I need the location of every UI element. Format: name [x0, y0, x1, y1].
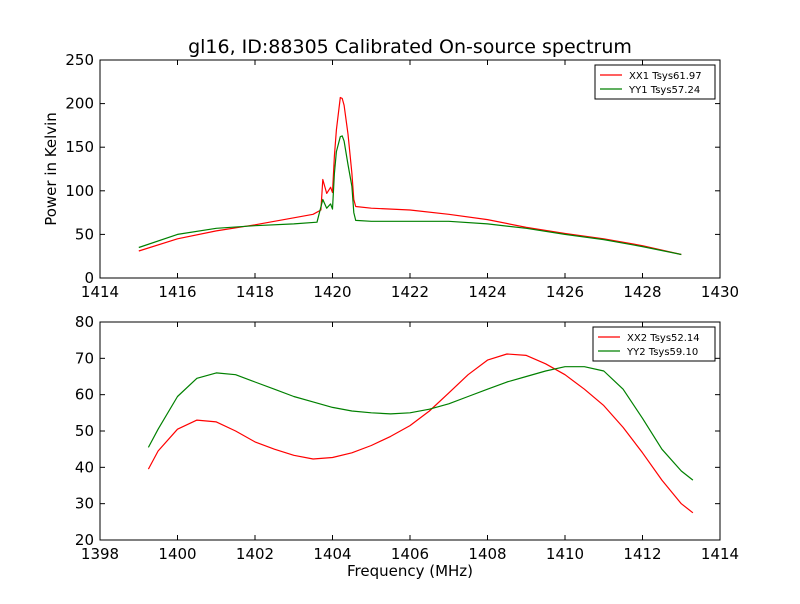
- y-tick-label: 50: [75, 422, 94, 440]
- y-tick-label: 70: [75, 349, 94, 367]
- y-tick-label: 60: [75, 386, 94, 404]
- top-panel: 1414 1416 1418 1420 1422 1424 1426 1428 1430 0 50 1…: [42, 51, 739, 301]
- y-tick-label: 250: [65, 51, 94, 69]
- legend: XX1 Tsys61.97 YY1 Tsys57.24: [594, 64, 716, 100]
- x-tick-label: 1424: [468, 283, 506, 301]
- x-tick-label: 1406: [391, 545, 429, 563]
- y-tick-label: 80: [75, 313, 94, 331]
- x-tick-label: 1418: [236, 283, 274, 301]
- legend-box: [592, 326, 716, 362]
- bottom-panel: 1398 1400 1402 1404 1406 1408 1410 1412 1414 20 30…: [75, 313, 739, 580]
- x-tick-label: 1398: [81, 545, 119, 563]
- legend-label: YY2 Tsys59.10: [626, 347, 698, 358]
- series-line-xx2: [147, 353, 694, 514]
- x-tick-label: 1400: [158, 545, 196, 563]
- y-tick-label: 0: [84, 269, 94, 287]
- x-tick-label: 1410: [546, 545, 584, 563]
- x-tick-label: 1422: [391, 283, 429, 301]
- series-line-yy1: [138, 135, 682, 256]
- x-tick-label: 1408: [468, 545, 506, 563]
- x-tick-label: 1428: [623, 283, 661, 301]
- y-tick-label: 20: [75, 531, 94, 549]
- y-tick-label: 40: [75, 458, 94, 476]
- x-tick-label: 1414: [701, 545, 739, 563]
- y-axis-label: Power in Kelvin: [42, 112, 60, 226]
- x-tick-label: 1430: [701, 283, 739, 301]
- y-tick-label: 30: [75, 495, 94, 513]
- figure-title: gl16, ID:88305 Calibrated On-source spec…: [188, 36, 632, 58]
- y-tick-label: 200: [65, 95, 94, 113]
- x-tick-label: 1404: [313, 545, 351, 563]
- series-line-xx1: [138, 96, 682, 256]
- x-tick-label: 1402: [236, 545, 274, 563]
- x-tick-label: 1426: [546, 283, 584, 301]
- y-tick-label: 100: [65, 182, 94, 200]
- legend-label: YY1 Tsys57.24: [628, 85, 700, 96]
- y-tick-label: 50: [75, 225, 94, 243]
- y-tick-label: 150: [65, 138, 94, 156]
- x-tick-label: 1416: [158, 283, 196, 301]
- legend-box: [594, 64, 716, 100]
- x-tick-label: 1420: [313, 283, 351, 301]
- legend: XX2 Tsys52.14 YY2 Tsys59.10: [592, 326, 716, 362]
- x-axis-label: Frequency (MHz): [347, 562, 473, 580]
- legend-label: XX2 Tsys52.14: [627, 333, 700, 344]
- series-line-yy2: [147, 366, 694, 481]
- legend-label: XX1 Tsys61.97: [629, 71, 702, 82]
- x-tick-label: 1414: [81, 283, 119, 301]
- x-tick-label: 1412: [623, 545, 661, 563]
